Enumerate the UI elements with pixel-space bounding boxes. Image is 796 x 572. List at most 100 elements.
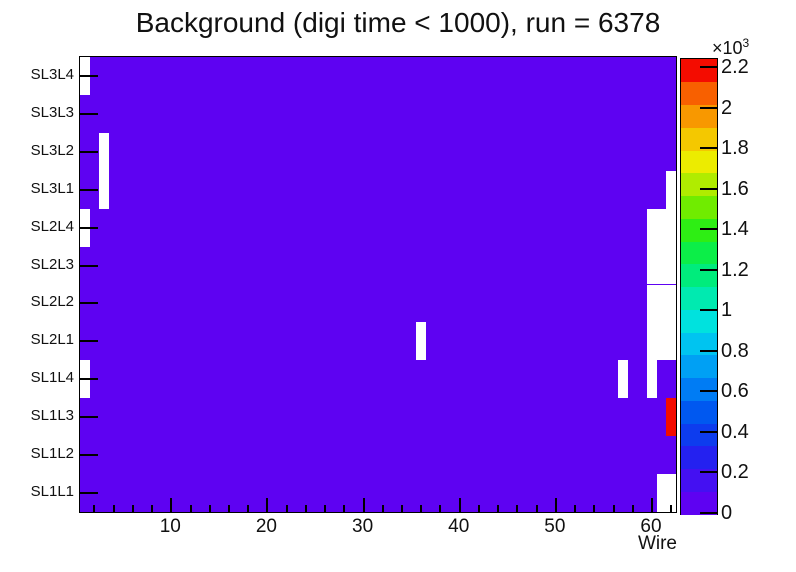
y-axis-label: SL2L1: [30, 331, 74, 349]
y-axis-tick: [80, 378, 98, 381]
y-axis-label: SL1L4: [30, 369, 74, 387]
palette-band: [681, 309, 717, 333]
palette-tick-label: 1.6: [721, 177, 749, 200]
palette-tick-label: 1.8: [721, 137, 749, 160]
palette-band: [681, 400, 717, 424]
palette-tick-label: 2: [721, 96, 733, 119]
palette-band: [681, 218, 717, 242]
palette-exponent-prefix: ×10: [712, 38, 743, 58]
palette-tick: [700, 147, 717, 150]
y-axis-label: SL3L2: [30, 141, 74, 159]
x-axis-tick-label: 60: [640, 516, 662, 537]
color-palette-bar: [680, 58, 718, 515]
y-axis-label: SL3L1: [30, 179, 74, 197]
empty-bin: [647, 246, 676, 285]
palette-exponent-label: ×103: [712, 36, 749, 59]
empty-bin: [618, 360, 628, 399]
empty-bin: [99, 132, 109, 171]
palette-band: [681, 195, 717, 219]
empty-bin: [647, 322, 676, 361]
y-axis-tick: [80, 492, 98, 495]
y-axis-label: SL2L3: [30, 255, 74, 273]
y-axis-tick: [80, 150, 98, 153]
y-axis-tick: [80, 340, 98, 343]
empty-bin: [647, 360, 657, 399]
palette-band: [681, 468, 717, 492]
empty-bin: [647, 284, 676, 323]
palette-band: [681, 127, 717, 151]
palette-tick: [700, 268, 717, 271]
palette-tick-label: 0: [721, 502, 733, 524]
palette-tick: [700, 66, 717, 69]
palette-tick-label: 2.2: [721, 56, 749, 79]
y-axis-tick: [80, 416, 98, 419]
x-axis-minor-tick: [381, 505, 384, 512]
empty-bin: [416, 322, 427, 361]
x-axis-minor-tick: [670, 505, 673, 512]
palette-tick-label: 1.2: [721, 258, 749, 281]
palette-tick-label: 1: [721, 299, 733, 322]
x-axis-minor-tick: [535, 505, 538, 512]
x-axis-minor-tick: [151, 505, 154, 512]
x-axis-tick-label: 30: [352, 516, 374, 537]
y-axis-label: SL1L2: [30, 445, 74, 463]
palette-tick: [700, 430, 717, 433]
palette-exponent-sup: 3: [742, 36, 750, 50]
y-axis-tick: [80, 302, 98, 305]
x-axis-title: Wire: [637, 533, 677, 554]
y-axis-label: SL2L2: [30, 293, 74, 311]
palette-tick: [700, 228, 717, 231]
palette-band: [681, 445, 717, 469]
x-axis-major-tick: [650, 498, 653, 512]
y-axis-label: SL1L3: [30, 407, 74, 425]
x-axis-major-tick: [170, 498, 173, 512]
palette-band: [681, 332, 717, 356]
y-axis-label: SL3L4: [30, 65, 74, 83]
x-axis-minor-tick: [343, 505, 346, 512]
x-axis-tick-label: 10: [159, 516, 181, 537]
palette-tick-label: 0.6: [721, 380, 749, 403]
x-axis-minor-tick: [401, 505, 404, 512]
palette-tick: [700, 309, 717, 312]
x-axis-minor-tick: [112, 505, 115, 512]
x-axis-minor-tick: [612, 505, 615, 512]
palette-tick-label: 0.4: [721, 420, 749, 443]
y-axis-tick: [80, 74, 98, 77]
palette-band: [681, 104, 717, 128]
empty-bin: [656, 474, 676, 512]
empty-bin: [666, 170, 676, 209]
palette-tick-label: 0.8: [721, 339, 749, 362]
palette-band: [681, 423, 717, 447]
palette-band: [681, 263, 717, 287]
palette-band: [681, 354, 717, 378]
x-axis-minor-tick: [324, 505, 327, 512]
y-axis-label: SL3L3: [30, 103, 74, 121]
empty-bin: [99, 170, 109, 209]
x-axis-minor-tick: [131, 505, 134, 512]
x-axis-minor-tick: [189, 505, 192, 512]
plot-frame: [79, 56, 677, 513]
x-axis-major-tick: [362, 498, 365, 512]
palette-band: [681, 286, 717, 310]
plot-title: Background (digi time < 1000), run = 637…: [135, 7, 661, 38]
palette-band: [681, 172, 717, 196]
x-axis-major-tick: [458, 498, 461, 512]
palette-band: [681, 491, 717, 515]
x-axis-minor-tick: [228, 505, 230, 512]
x-axis-minor-tick: [208, 505, 211, 512]
y-axis-tick: [80, 112, 98, 115]
palette-tick: [700, 390, 717, 393]
y-axis-tick: [80, 188, 98, 191]
x-axis-tick-label: 50: [544, 516, 566, 537]
palette-tick: [700, 512, 717, 514]
palette-tick-label: 0.2: [721, 461, 749, 484]
x-axis-minor-tick: [631, 505, 634, 512]
x-axis-minor-tick: [439, 505, 442, 512]
palette-tick: [700, 106, 717, 109]
x-axis-minor-tick: [516, 505, 519, 512]
y-axis-tick: [80, 226, 98, 229]
y-axis-tick: [80, 264, 98, 267]
x-axis-minor-tick: [247, 505, 250, 512]
palette-tick-label: 1.4: [721, 218, 749, 241]
